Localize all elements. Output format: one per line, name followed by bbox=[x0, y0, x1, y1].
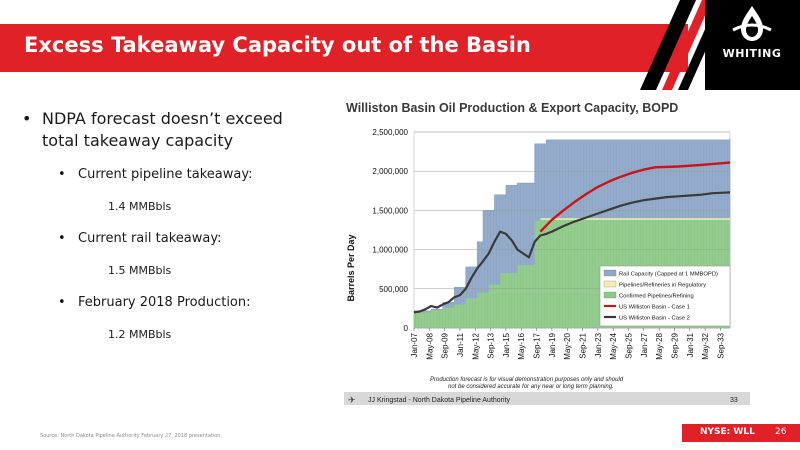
x-tick-label: Sep-33 bbox=[716, 332, 725, 358]
legend-swatch bbox=[603, 280, 617, 288]
x-tick-label: Jan-23 bbox=[594, 332, 603, 357]
x-tick-label: May-16 bbox=[517, 332, 526, 359]
x-tick-label: May-12 bbox=[471, 332, 480, 359]
bullet-pipeline: • Current pipeline takeaway: bbox=[58, 167, 253, 182]
chart-credit: JJ Kringstad - North Dakota Pipeline Aut… bbox=[368, 397, 511, 404]
x-tick-label: Jan-19 bbox=[548, 332, 557, 357]
y-tick-label: 2,000,000 bbox=[372, 167, 408, 176]
x-tick-label: Sep-21 bbox=[579, 332, 588, 358]
y-tick-label: 500,000 bbox=[379, 285, 408, 294]
x-tick-label: May-32 bbox=[701, 332, 710, 359]
credit-logo-icon: ✈ bbox=[348, 395, 356, 405]
bullet-dot-icon: • bbox=[58, 231, 66, 246]
x-tick-label: Sep-29 bbox=[670, 332, 679, 358]
bullet-dot-icon: • bbox=[58, 167, 66, 182]
x-tick-label: Sep-13 bbox=[487, 332, 496, 358]
bullet-rail: • Current rail takeaway: bbox=[58, 231, 222, 246]
y-tick-label: 1,000,000 bbox=[372, 246, 408, 255]
x-tick-label: Sep-25 bbox=[625, 332, 634, 358]
page-number: 26 bbox=[775, 427, 787, 437]
legend-label: US Williston Basin - Case 2 bbox=[619, 316, 690, 322]
production-chart: Williston Basin Oil Production & Export … bbox=[344, 101, 750, 405]
x-tick-label: Jan-15 bbox=[502, 332, 511, 357]
x-tick-label: Sep-09 bbox=[441, 332, 450, 358]
bullet-dot-icon: • bbox=[58, 295, 66, 310]
credit-strip bbox=[344, 392, 750, 405]
x-tick-label: May-28 bbox=[655, 332, 664, 359]
x-tick-label: Jan-11 bbox=[456, 332, 465, 356]
whiting-logo bbox=[705, 0, 800, 90]
legend-box bbox=[599, 265, 731, 327]
bullet-pipeline-value: 1.4 MMBbls bbox=[108, 200, 172, 213]
y-tick-label: 1,500,000 bbox=[372, 206, 408, 215]
x-tick-label: May-24 bbox=[609, 332, 618, 359]
chart-slide-number: 33 bbox=[730, 397, 738, 404]
x-tick-label: Jan-31 bbox=[686, 332, 695, 357]
y-axis-label: Barrels Per Day bbox=[346, 234, 356, 301]
y-tick-label: 2,500,000 bbox=[372, 128, 408, 137]
chart-annotation-cont: not be considered accurate for any near … bbox=[448, 384, 614, 390]
line-case-1 bbox=[539, 161, 731, 233]
logo-text: WHITING bbox=[722, 47, 782, 60]
legend-label: Pipelines/Refineries in Regulatory bbox=[619, 283, 706, 289]
x-tick-label: May-08 bbox=[425, 332, 434, 359]
legend-swatch bbox=[603, 269, 617, 277]
x-tick-label: Jan-07 bbox=[410, 332, 419, 357]
header-bar bbox=[0, 24, 688, 72]
ticker-label: NYSE: WLL bbox=[700, 427, 755, 437]
legend-swatch bbox=[603, 291, 617, 299]
x-tick-label: Sep-17 bbox=[533, 332, 542, 358]
bullet-rail-value: 1.5 MMBbls bbox=[108, 264, 172, 277]
bullet-main: • NDPA forecast doesn’t exceed total tak… bbox=[22, 109, 283, 150]
legend-label: Confirmed Pipelines/Refining bbox=[619, 294, 694, 300]
x-tick-label: Jan-27 bbox=[640, 332, 649, 357]
line-case-2 bbox=[413, 191, 731, 314]
bullet-production-value: 1.2 MMBbls bbox=[108, 328, 172, 341]
legend-label: Rail Capacity (Capped at 1 MMBOPD) bbox=[619, 272, 718, 278]
x-tick-label: May-20 bbox=[563, 332, 572, 359]
chart-annotation: Production forecast is for visual demons… bbox=[430, 377, 624, 383]
drop-logo-icon bbox=[732, 6, 772, 41]
y-tick-label: 0 bbox=[404, 324, 409, 333]
footer-bar bbox=[682, 424, 800, 442]
source-note: Source: North Dakota Pipeline Authority … bbox=[40, 433, 223, 439]
legend-label: US Williston Basin - Case 1 bbox=[619, 305, 690, 311]
bullet-production: • February 2018 Production: bbox=[58, 295, 251, 310]
bullet-dot-icon: • bbox=[22, 109, 32, 128]
page-title: Excess Takeaway Capacity out of the Basi… bbox=[24, 33, 531, 57]
chart-title: Williston Basin Oil Production & Export … bbox=[346, 101, 678, 115]
